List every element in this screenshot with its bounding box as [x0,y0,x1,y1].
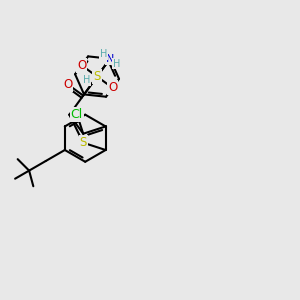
Text: S: S [93,70,101,83]
Text: H: H [83,76,90,85]
Text: H: H [100,49,107,59]
Text: N: N [106,54,114,64]
Text: H: H [113,58,120,68]
Text: S: S [80,136,87,149]
Text: O: O [63,78,72,91]
Text: N: N [93,72,101,82]
Text: O: O [77,59,86,72]
Text: Cl: Cl [71,108,83,121]
Text: O: O [108,81,117,94]
